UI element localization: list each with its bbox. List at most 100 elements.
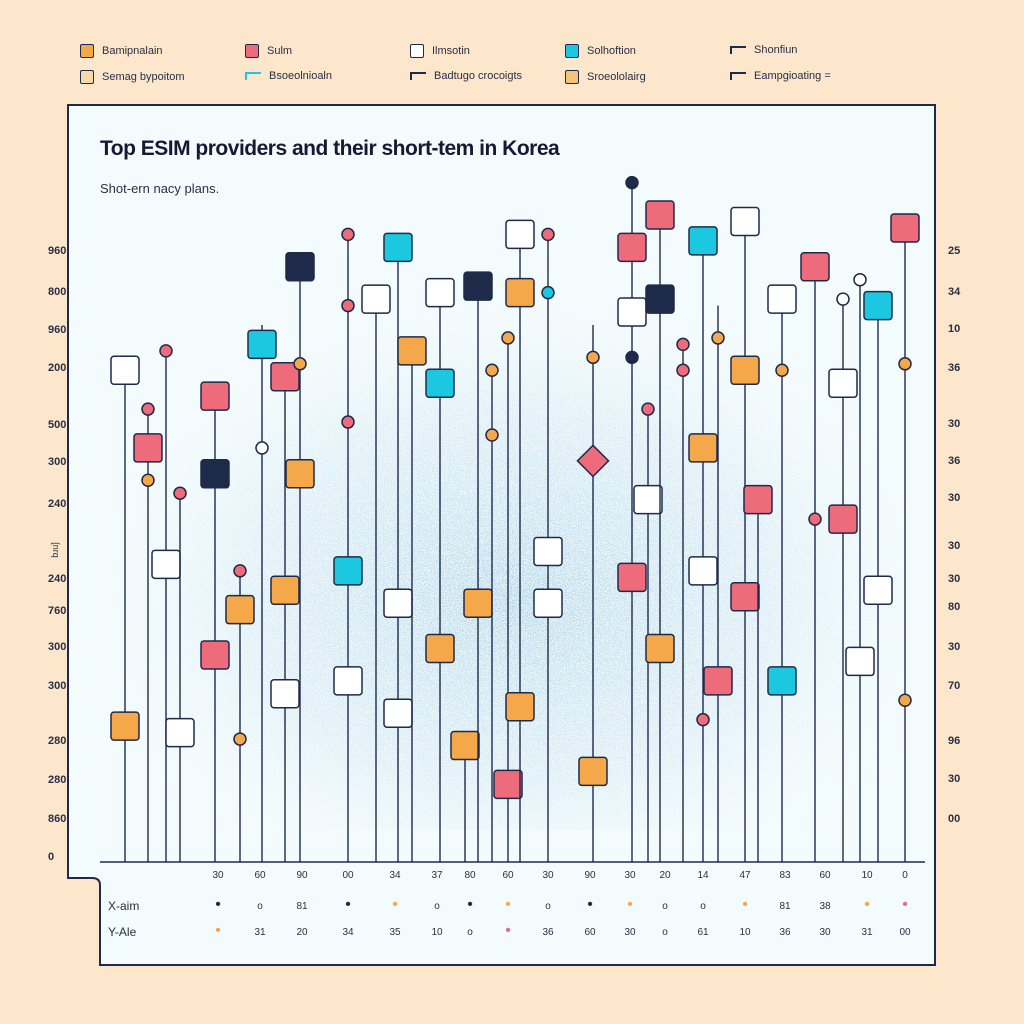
provider-icon-marker (425, 633, 455, 664)
point-marker (775, 363, 789, 378)
provider-icon-marker (247, 329, 277, 360)
point-marker (808, 512, 822, 526)
y-tick-label-right: 30 (948, 418, 961, 430)
legend-item: Badtugo crocoigts (410, 70, 522, 82)
legend-swatch (245, 44, 259, 58)
legend-label: Semag bypoitom (102, 71, 185, 83)
table-cell: 34 (342, 927, 354, 938)
table-cell: 10 (739, 927, 751, 938)
table-cell: • (392, 896, 398, 913)
provider-icon-marker (576, 444, 610, 478)
provider-icon-marker (463, 588, 493, 618)
provider-icon-marker (200, 640, 230, 670)
provider-icon-marker (533, 588, 563, 618)
table-cell: • (345, 896, 351, 913)
point-marker (293, 357, 307, 371)
point-marker (836, 292, 850, 306)
y-tick-label-right: 00 (948, 813, 961, 825)
point-marker (341, 227, 355, 242)
y-tick-label-left: 240 (48, 498, 67, 510)
provider-icon-marker (383, 232, 413, 263)
x-tick-label: 37 (431, 870, 443, 881)
legend-label: Badtugo crocoigts (434, 70, 523, 82)
legend-label: Shonfiun (754, 44, 798, 56)
y-tick-label-right: 34 (948, 286, 961, 298)
legend: Bamipnalain Sulm Ilmsotin Solhoftion Shonfiu… (80, 40, 940, 90)
provider-icon-marker (383, 698, 413, 728)
provider-icon-marker (270, 362, 300, 392)
table-cell: o (434, 901, 440, 912)
y-tick-label-left: 200 (48, 362, 67, 374)
provider-icon-marker (617, 297, 647, 327)
legend-swatch (410, 72, 426, 80)
y-tick-label-right: 70 (948, 680, 961, 692)
provider-icon-marker (828, 504, 858, 534)
x-tick-label: 30 (542, 870, 554, 881)
x-tick-label: 90 (296, 870, 308, 881)
provider-icon-marker (863, 575, 893, 606)
point-marker (625, 175, 639, 190)
provider-icon-marker (645, 200, 675, 230)
provider-icon-marker (845, 646, 875, 677)
y-tick-label-right: 96 (948, 735, 961, 747)
y-tick-label-left: 960 (48, 245, 67, 257)
provider-icon-marker (270, 679, 300, 709)
x-tick-label: 34 (389, 870, 401, 881)
table-cell: • (864, 896, 870, 913)
y-tick-label-left: 240 (48, 573, 67, 585)
table-cell: 35 (389, 927, 401, 938)
x-tick-label: 60 (502, 870, 514, 881)
x-tick-label: 10 (861, 870, 873, 881)
provider-icon-marker (151, 549, 181, 580)
y-tick-label-right: 36 (948, 362, 961, 374)
table-cell: • (627, 896, 633, 913)
point-marker (625, 350, 639, 365)
legend-item: Semag bypoitom (80, 70, 185, 84)
x-tick-label: 0 (902, 870, 908, 881)
table-row-label: X-aim (108, 899, 140, 913)
point-marker (641, 402, 655, 416)
table-cell: 38 (819, 901, 831, 912)
provider-icon-marker (285, 252, 315, 282)
y-tick-label-right: 30 (948, 573, 961, 585)
table-cell: 30 (819, 927, 831, 938)
y-tick-label-right: 30 (948, 492, 961, 504)
table-row-label: Y-Ale (108, 925, 137, 939)
table-cell: 60 (584, 927, 596, 938)
table-cell: o (662, 901, 668, 912)
point-marker (485, 428, 499, 442)
provider-icon-marker (333, 556, 363, 586)
legend-swatch (565, 44, 579, 58)
mist-background (110, 250, 920, 830)
chart-subtitle: Shot-ern nacy plans. (100, 181, 220, 196)
provider-icon-marker (688, 226, 718, 256)
provider-icon-marker (333, 666, 363, 696)
provider-icon-marker (225, 594, 255, 625)
table-cell: • (587, 896, 593, 913)
point-marker (501, 331, 515, 345)
provider-icon-marker (645, 633, 675, 664)
legend-item: Solhoftion (565, 44, 636, 58)
provider-icon-marker (110, 711, 140, 741)
provider-icon-marker (617, 232, 647, 263)
provider-icon-marker (533, 536, 563, 567)
x-tick-label: 60 (254, 870, 266, 881)
provider-icon-marker (645, 284, 675, 314)
provider-icon-marker (383, 588, 413, 618)
table-cell: • (467, 896, 473, 913)
x-tick-label: 83 (779, 870, 791, 881)
table-cell: 31 (861, 927, 873, 938)
provider-icon-marker (703, 666, 733, 696)
legend-swatch (565, 70, 579, 84)
legend-swatch (730, 72, 746, 80)
table-cell: 81 (779, 901, 791, 912)
provider-icon-marker (200, 459, 230, 489)
table-cell: • (215, 896, 221, 913)
provider-icon-marker (890, 213, 920, 243)
legend-swatch (410, 44, 424, 58)
table-cell: • (902, 896, 908, 913)
point-marker (676, 337, 690, 352)
y-tick-label-left: 760 (48, 605, 67, 617)
legend-label: Ilmsotin (432, 45, 470, 57)
legend-item: Shonfiun (730, 44, 797, 56)
